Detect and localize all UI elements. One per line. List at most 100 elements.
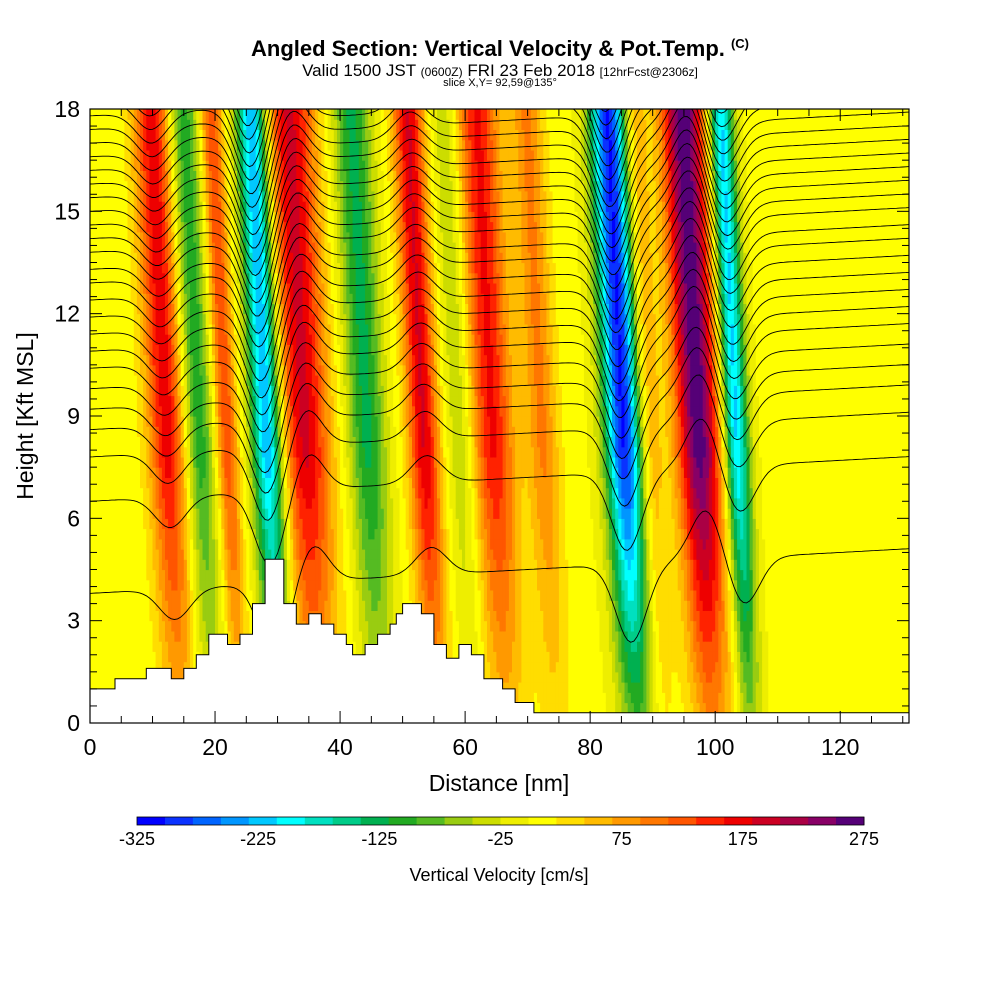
velocity-cell (199, 211, 204, 223)
velocity-cell (165, 190, 169, 202)
velocity-cell (199, 129, 204, 141)
velocity-cell (174, 610, 179, 622)
velocity-cell (124, 477, 129, 489)
velocity-cell (190, 160, 194, 171)
velocity-cell (227, 538, 232, 550)
velocity-cell (290, 436, 294, 448)
velocity-cell (246, 600, 250, 611)
velocity-cell (130, 671, 135, 683)
velocity-cell (246, 364, 250, 376)
velocity-cell (143, 651, 147, 663)
velocity-cell (236, 426, 241, 437)
velocity-cell (280, 242, 285, 253)
velocity-cell (174, 293, 179, 304)
velocity-cell (155, 252, 160, 264)
velocity-cell (96, 293, 100, 304)
velocity-cell (143, 293, 147, 304)
velocity-cell (215, 344, 219, 356)
velocity-cell (249, 416, 254, 427)
velocity-cell (108, 497, 113, 509)
velocity-cell (158, 272, 163, 284)
velocity-cell (236, 180, 241, 192)
velocity-cell (149, 354, 154, 366)
velocity-cell (127, 303, 132, 315)
velocity-cell (196, 334, 200, 345)
velocity-cell (268, 416, 272, 427)
velocity-cell (180, 323, 185, 335)
velocity-cell (246, 334, 250, 345)
velocity-cell (111, 456, 116, 468)
velocity-cell (268, 477, 272, 489)
velocity-cell (118, 405, 122, 417)
velocity-cell (268, 467, 272, 478)
velocity-cell (171, 149, 175, 161)
velocity-cell (158, 610, 163, 622)
velocity-cell (290, 467, 294, 478)
velocity-cell (177, 354, 182, 366)
velocity-cell (265, 242, 269, 253)
velocity-cell (271, 436, 275, 448)
velocity-cell (299, 109, 304, 120)
velocity-cell (186, 201, 191, 212)
velocity-cell (90, 211, 94, 223)
velocity-cell (196, 467, 200, 478)
velocity-cell (152, 477, 157, 489)
velocity-cell (202, 272, 207, 284)
velocity-cell (121, 293, 125, 304)
velocity-cell (302, 467, 307, 478)
chart-title: Angled Section: Vertical Velocity & Pot.… (0, 36, 1000, 62)
velocity-cell (149, 283, 154, 294)
velocity-cell (193, 201, 197, 212)
velocity-cell (261, 262, 266, 274)
velocity-cell (252, 436, 257, 448)
velocity-cell (149, 538, 154, 550)
velocity-cell (302, 303, 307, 315)
velocity-cell (196, 139, 200, 151)
velocity-cell (161, 364, 166, 376)
velocity-cell (252, 109, 257, 120)
velocity-cell (243, 600, 247, 611)
velocity-cell (246, 119, 250, 130)
velocity-cell (165, 528, 169, 540)
velocity-cell (283, 538, 288, 550)
velocity-cell (130, 139, 135, 151)
velocity-cell (327, 375, 332, 386)
velocity-cell (315, 538, 319, 550)
velocity-cell (121, 313, 125, 325)
velocity-cell (261, 190, 266, 202)
velocity-cell (261, 518, 266, 530)
velocity-cell (205, 641, 210, 652)
velocity-cell (230, 262, 235, 274)
velocity-cell (330, 436, 335, 448)
velocity-cell (146, 508, 150, 519)
velocity-cell (161, 446, 166, 458)
velocity-cell (283, 375, 288, 386)
velocity-cell (346, 119, 350, 130)
velocity-cell (333, 569, 338, 581)
velocity-cell (115, 180, 119, 192)
velocity-cell (221, 109, 225, 120)
velocity-cell (161, 211, 166, 223)
velocity-cell (340, 211, 344, 223)
velocity-cell (208, 416, 213, 427)
velocity-cell (171, 323, 175, 335)
velocity-cell (165, 119, 169, 130)
velocity-cell (215, 508, 219, 519)
velocity-cell (196, 426, 200, 437)
velocity-cell (252, 180, 257, 192)
velocity-cell (171, 569, 175, 581)
velocity-cell (177, 610, 182, 622)
velocity-cell (146, 252, 150, 264)
velocity-cell (140, 149, 144, 161)
velocity-cell (249, 497, 254, 509)
velocity-cell (243, 139, 247, 151)
velocity-cell (130, 375, 135, 386)
velocity-cell (243, 518, 247, 530)
velocity-cell (93, 272, 97, 284)
velocity-cell (90, 109, 94, 120)
velocity-cell (111, 395, 116, 407)
velocity-cell (202, 109, 207, 120)
velocity-cell (340, 467, 344, 478)
velocity-cell (108, 221, 113, 233)
velocity-cell (96, 630, 100, 642)
